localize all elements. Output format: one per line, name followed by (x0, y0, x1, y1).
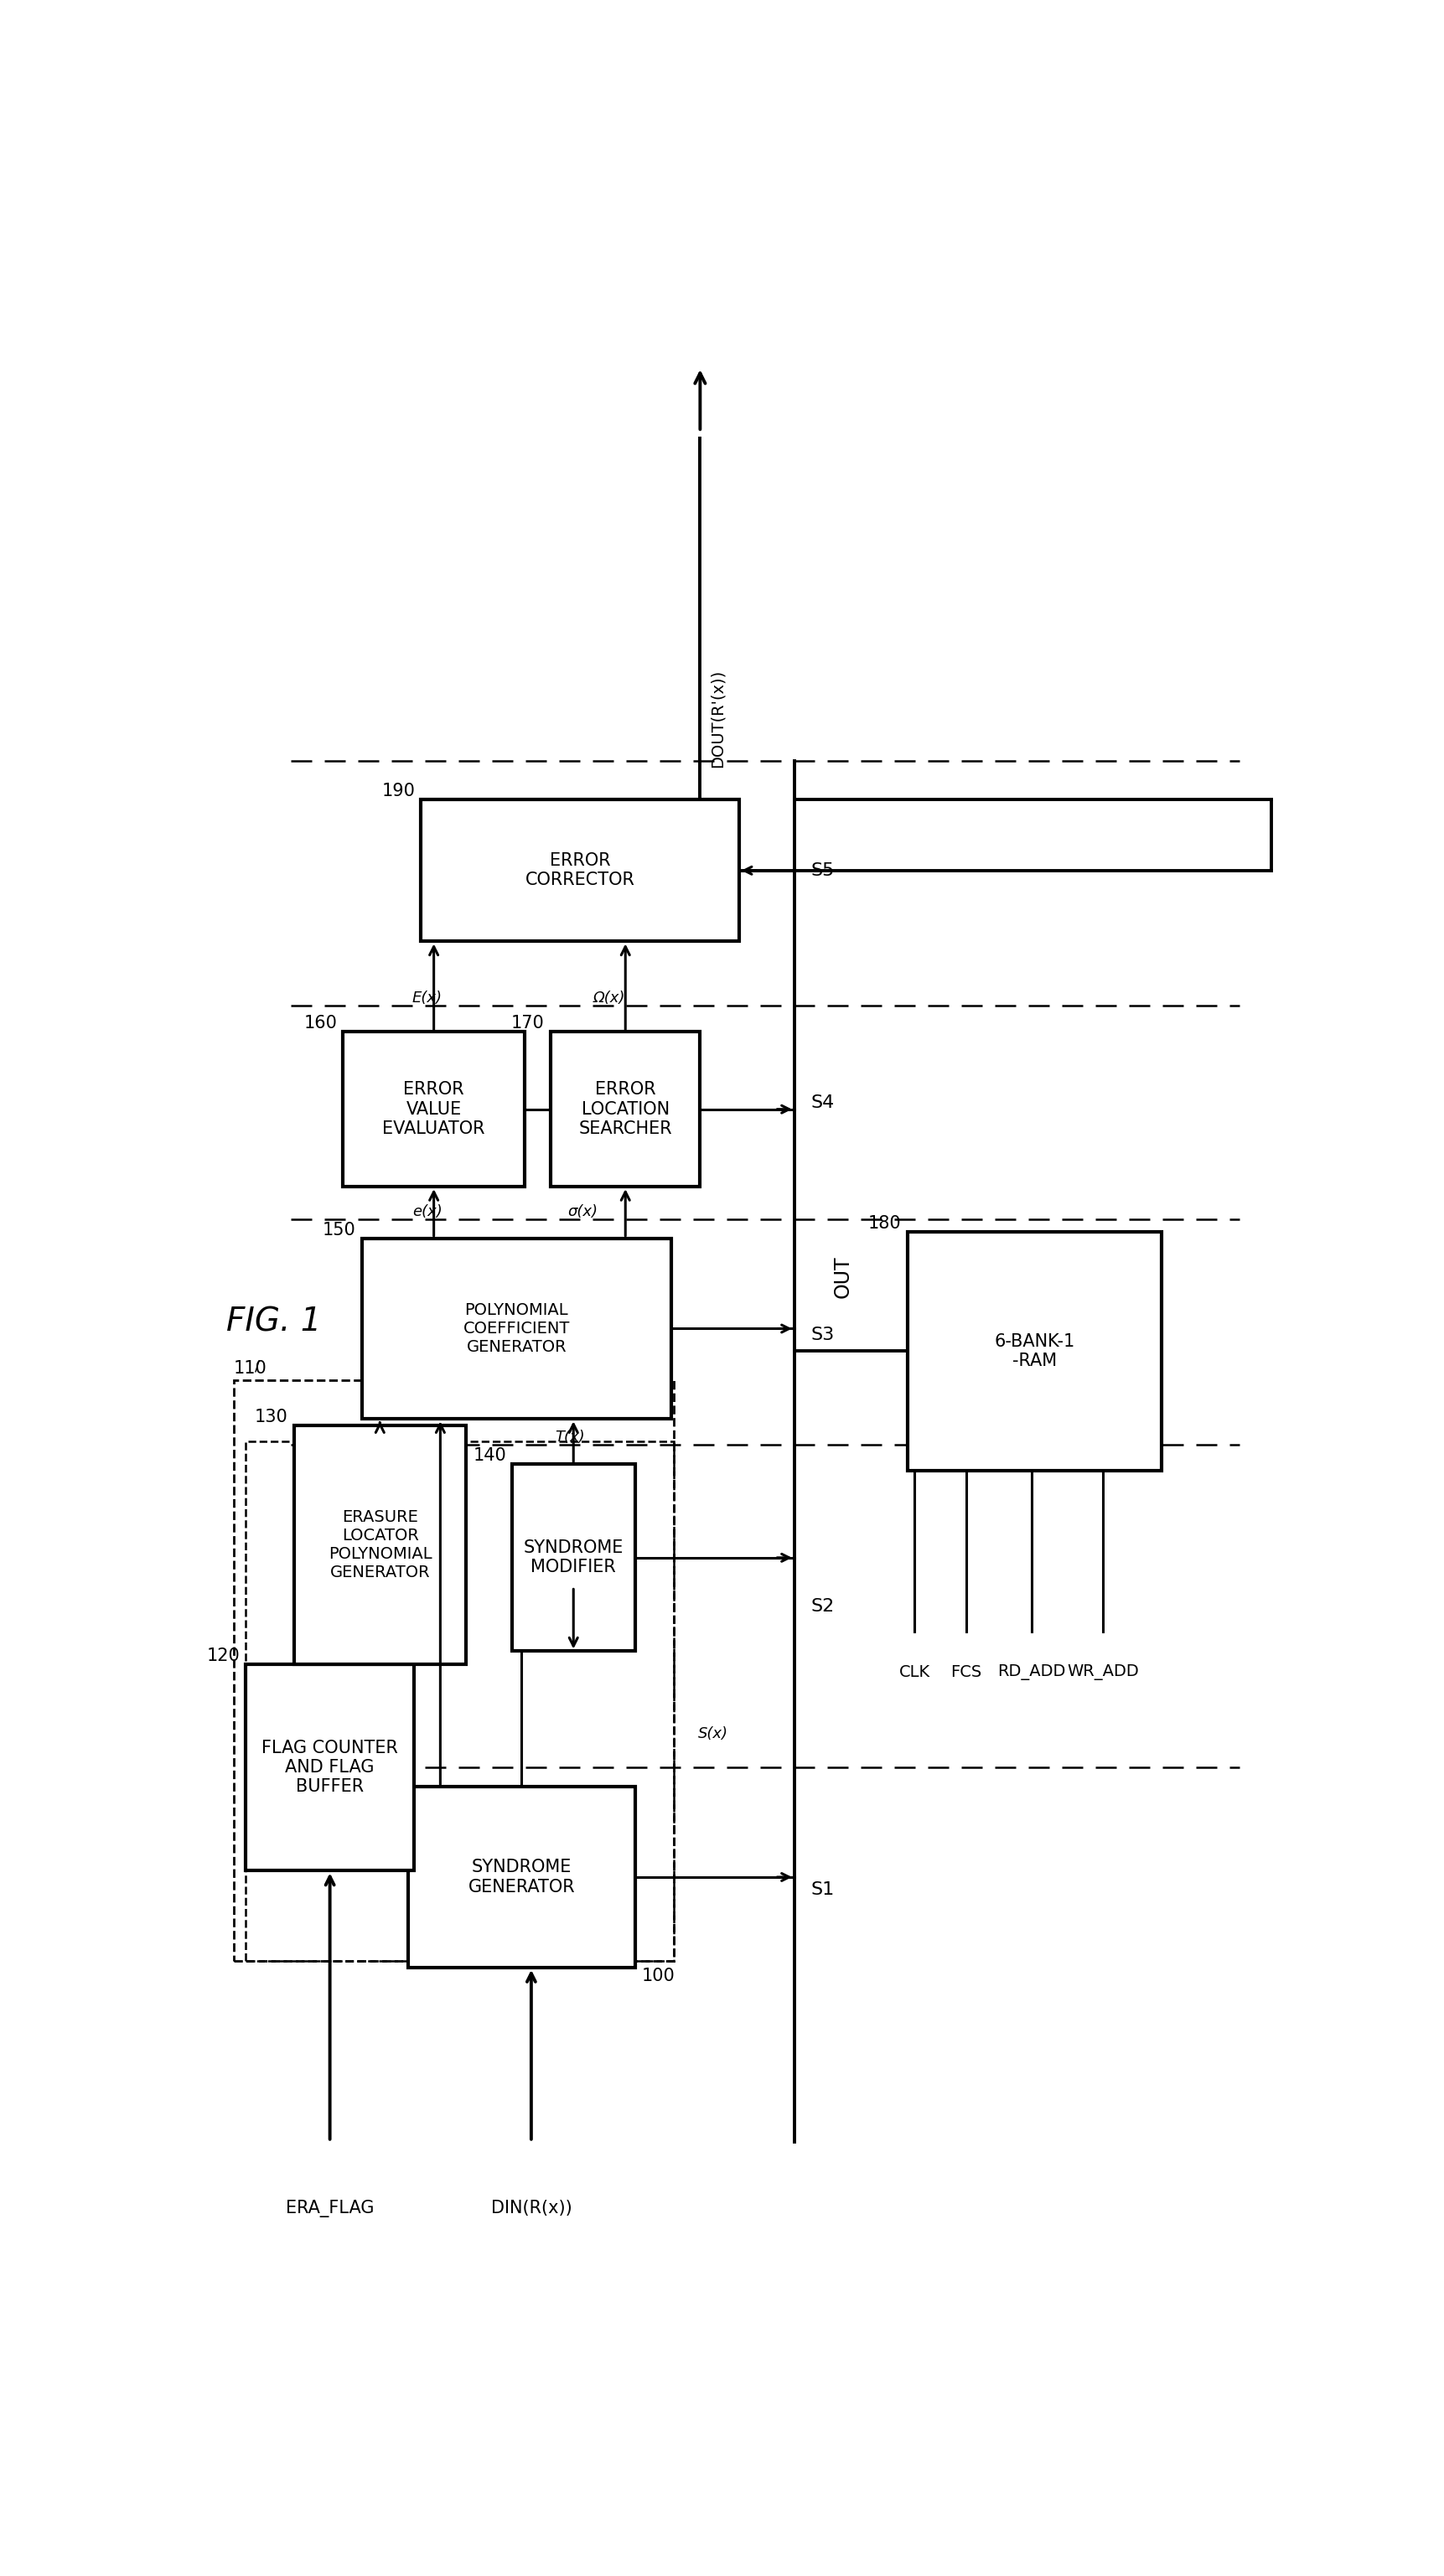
Text: 160: 160 (305, 1015, 338, 1033)
Text: ERROR
VALUE
EVALUATOR: ERROR VALUE EVALUATOR (383, 1082, 485, 1136)
Text: S1: S1 (810, 1880, 835, 1899)
Text: FIG. 1: FIG. 1 (225, 1306, 321, 1337)
Bar (420, 799, 739, 940)
Text: 140: 140 (474, 1448, 507, 1463)
Text: T(x): T(x) (556, 1430, 585, 1445)
Text: ERASURE
LOCATOR
POLYNOMIAL
GENERATOR: ERASURE LOCATOR POLYNOMIAL GENERATOR (328, 1510, 432, 1582)
Text: σ(x): σ(x) (567, 1203, 598, 1218)
Bar (407, 1788, 635, 1968)
Text: 110: 110 (234, 1360, 267, 1378)
Text: 100: 100 (641, 1968, 674, 1984)
Bar (245, 1443, 674, 1960)
Text: S5: S5 (810, 863, 835, 878)
Bar (245, 1664, 414, 1870)
Text: CLK: CLK (898, 1664, 930, 1680)
Bar (550, 1033, 700, 1188)
Text: ERROR
LOCATION
SEARCHER: ERROR LOCATION SEARCHER (579, 1082, 673, 1136)
Text: POLYNOMIAL
COEFFICIENT
GENERATOR: POLYNOMIAL COEFFICIENT GENERATOR (464, 1303, 570, 1355)
Text: 180: 180 (868, 1216, 901, 1231)
Text: 6-BANK-1
-RAM: 6-BANK-1 -RAM (995, 1334, 1074, 1370)
Text: FCS: FCS (950, 1664, 982, 1680)
Bar (295, 1425, 466, 1664)
Text: S3: S3 (810, 1327, 835, 1345)
Text: RD_ADD: RD_ADD (998, 1664, 1066, 1680)
Text: 190: 190 (383, 783, 416, 799)
Text: e(x): e(x) (413, 1203, 442, 1218)
Text: SYNDROME
MODIFIER: SYNDROME MODIFIER (523, 1540, 624, 1577)
Text: 130: 130 (254, 1409, 287, 1425)
Text: ERA_FLAG: ERA_FLAG (286, 2200, 374, 2218)
Text: DIN(R(x)): DIN(R(x)) (491, 2200, 572, 2215)
Text: S2: S2 (810, 1597, 835, 1615)
Text: SYNDROME
GENERATOR: SYNDROME GENERATOR (468, 1860, 575, 1896)
Text: WR_ADD: WR_ADD (1067, 1664, 1139, 1680)
Text: S4: S4 (810, 1095, 835, 1110)
Text: Ω(x): Ω(x) (593, 992, 625, 1007)
Text: 150: 150 (322, 1221, 355, 1239)
Bar (362, 1239, 671, 1419)
Text: ERROR
CORRECTOR: ERROR CORRECTOR (526, 853, 635, 889)
Text: 170: 170 (511, 1015, 544, 1033)
Bar (234, 1381, 674, 1960)
Text: OUT: OUT (833, 1255, 853, 1298)
Text: S(x): S(x) (697, 1726, 728, 1741)
Text: 120: 120 (206, 1649, 240, 1664)
Bar (342, 1033, 524, 1188)
Text: /: / (256, 1358, 260, 1373)
Text: E(x): E(x) (412, 992, 442, 1007)
Text: FLAG COUNTER
AND FLAG
BUFFER: FLAG COUNTER AND FLAG BUFFER (261, 1739, 399, 1795)
Text: DOUT(R'(x)): DOUT(R'(x)) (710, 670, 726, 768)
Bar (908, 1231, 1161, 1471)
Bar (511, 1463, 635, 1651)
